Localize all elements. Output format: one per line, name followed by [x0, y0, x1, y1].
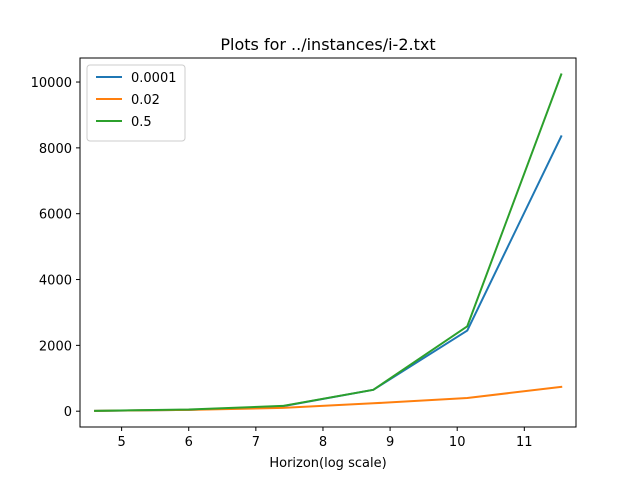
series-line-0.5 — [94, 73, 563, 412]
chart-title: Plots for ../instances/i-2.txt — [220, 35, 435, 54]
legend-label: 0.5 — [131, 115, 152, 130]
series-layer — [94, 73, 563, 412]
x-tick-label: 11 — [516, 435, 533, 450]
x-tick-label: 10 — [449, 435, 466, 450]
y-axis: 0 2000 4000 6000 8000 10000 — [31, 76, 80, 420]
legend: 0.0001 0.02 0.5 — [86, 64, 186, 142]
y-tick-label: 6000 — [39, 208, 72, 223]
x-axis-label: Horizon(log scale) — [269, 456, 386, 471]
y-tick-label: 10000 — [31, 76, 72, 91]
y-tick-label: 4000 — [39, 274, 72, 289]
x-tick-label: 8 — [319, 435, 327, 450]
plot-frame — [79, 57, 577, 428]
y-tick-label: 8000 — [39, 142, 72, 157]
x-axis: 5 6 7 8 9 10 11 — [117, 427, 533, 450]
legend-label: 0.0001 — [131, 71, 177, 86]
x-tick-label: 7 — [252, 435, 260, 450]
y-tick-label: 2000 — [39, 339, 72, 354]
x-tick-label: 9 — [386, 435, 394, 450]
legend-label: 0.02 — [131, 93, 160, 108]
x-tick-label: 5 — [117, 435, 125, 450]
x-tick-label: 6 — [185, 435, 193, 450]
y-tick-label: 0 — [64, 405, 72, 420]
